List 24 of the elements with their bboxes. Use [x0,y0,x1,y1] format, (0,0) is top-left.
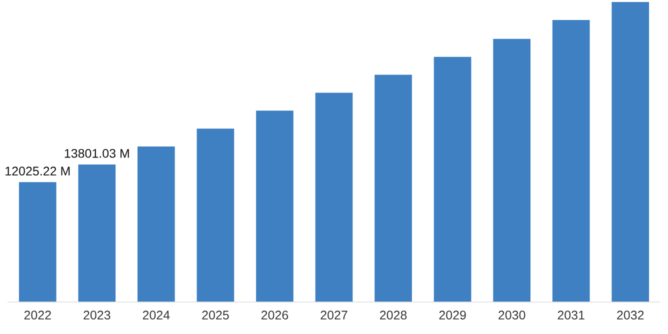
bar [315,92,353,302]
data-label: 13801.03 M [64,148,129,158]
x-tick-label: 2025 [202,310,229,320]
x-tick-label: 2030 [498,310,526,320]
bar [78,164,116,302]
bar [374,74,412,302]
x-tick-label: 2029 [439,310,466,320]
bar [138,146,175,302]
x-tick-label: 2027 [320,310,348,320]
x-tick-label: 2028 [380,310,407,320]
bar [256,110,294,302]
bar [612,2,650,302]
x-tick-label: 2023 [84,310,110,320]
x-tick-label: 2026 [261,310,288,320]
data-label: 12025.22 M [6,166,70,176]
bar [18,182,56,302]
x-tick-label: 2022 [24,310,51,320]
x-tick-label: 2032 [617,310,644,320]
x-tick-label: 2031 [558,310,584,320]
bar [196,128,234,302]
bar [552,20,590,302]
x-tick-label: 2024 [142,310,170,320]
bar [493,38,530,302]
bar [434,56,472,302]
